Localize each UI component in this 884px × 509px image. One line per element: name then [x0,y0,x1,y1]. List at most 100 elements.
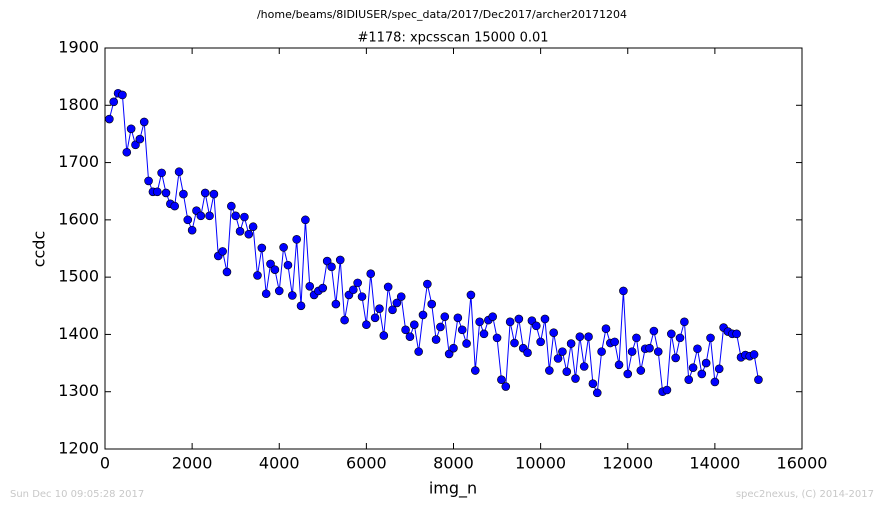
data-point [754,375,763,384]
data-point [126,124,136,134]
data-point [457,325,467,335]
data-point [553,354,563,363]
data-point [653,347,663,356]
data-point [427,299,437,309]
data-point [588,379,598,388]
data-line [108,92,759,395]
data-point [279,243,288,252]
data-point [693,344,702,354]
data-point [170,201,179,211]
data-point [144,176,153,186]
data-point [423,279,432,289]
data-point [549,328,558,338]
data-point [597,347,606,356]
data-point [636,366,646,375]
data-point [710,377,720,387]
data-point [405,332,415,342]
data-point [680,317,689,327]
data-point [566,339,576,348]
data-point [335,255,345,265]
data-point [444,349,454,359]
data-point [222,267,232,277]
data-point [139,117,149,127]
data-point [392,298,402,308]
y-axis-label: ccdc [30,231,49,268]
data-point [562,367,572,376]
data-point [475,317,484,327]
data-point [266,259,275,269]
data-point [662,385,672,395]
data-point [505,317,515,327]
data-point [353,278,362,288]
data-point [614,360,624,370]
data-point [575,332,585,342]
data-point [667,329,676,339]
data-point [383,282,393,292]
data-point [645,343,654,353]
suptitle: /home/beams/8IDIUSER/spec_data/2017/Dec2… [257,8,627,21]
data-point [488,312,498,321]
data-point [466,290,476,300]
x-tick-label: 10000 [515,454,566,473]
data-point [536,337,545,347]
x-axis-label: img_n [429,479,477,499]
data-point [292,235,301,244]
data-point [301,215,310,225]
y-tick-label: 1700 [58,152,99,171]
y-tick-label: 1500 [58,267,99,286]
data-point [296,301,306,311]
data-point [105,114,114,124]
y-tick-label: 1800 [58,95,99,114]
data-point [196,211,206,221]
data-point [174,167,184,177]
data-point [288,291,297,300]
data-point [462,339,471,348]
plot-frame [104,47,803,450]
data-point [274,286,284,296]
data-point [601,324,611,334]
data-point [675,333,685,343]
data-point [283,260,293,270]
y-tick-label: 1600 [58,209,99,228]
data-point [431,335,441,344]
data-point [632,333,641,343]
data-point [379,331,389,340]
data-point [684,375,694,384]
data-point [440,312,450,321]
data-point [610,337,619,347]
data-point [161,188,171,198]
data-point [235,227,245,236]
footer-left: Sun Dec 10 09:05:28 2017 [10,489,144,500]
x-tick-label: 16000 [777,454,828,473]
data-point [501,382,511,391]
data-point [558,347,567,356]
data-point [579,362,589,371]
data-point [701,358,711,368]
data-point [305,282,315,291]
footer-right: spec2nexus, (C) 2014-2017 [736,489,874,500]
data-point [732,329,741,339]
x-tick-label: 6000 [346,454,387,473]
data-point [340,315,349,325]
data-point [205,211,214,221]
data-point [514,314,524,324]
data-point [375,304,384,313]
data-point [453,313,463,323]
data-point [200,188,210,198]
data-point [362,320,371,329]
y-tick-label: 1400 [58,324,99,343]
data-point [409,320,419,329]
data-point [449,343,458,353]
data-point [749,350,759,359]
data-point [370,313,380,323]
data-point [592,388,602,398]
x-tick-label: 0 [100,454,110,473]
data-point [523,348,532,358]
data-point [187,225,197,235]
data-point [122,147,132,157]
data-point [388,305,397,315]
chart-title: #1178: xpcsscan 15000 0.01 [357,31,548,46]
data-point [401,325,410,335]
